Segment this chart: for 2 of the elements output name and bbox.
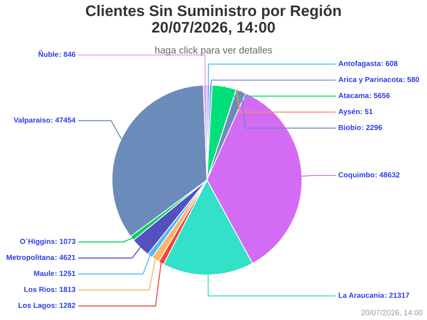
- chart-subtitle: haga click para ver detalles: [155, 46, 272, 56]
- chart-title: Clientes Sin Suministro por Región 20/07/2026, 14:00: [86, 4, 341, 35]
